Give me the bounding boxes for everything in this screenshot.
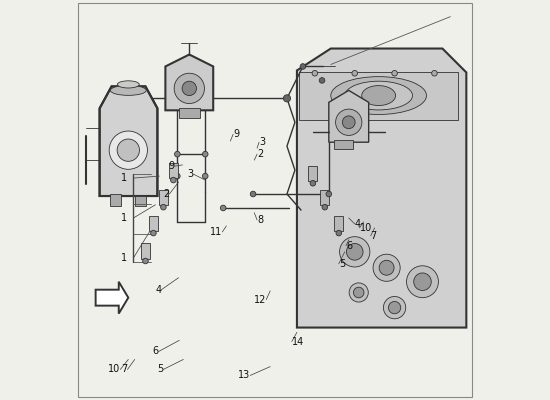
Bar — [321, 190, 329, 205]
Circle shape — [174, 73, 205, 104]
Text: 10: 10 — [108, 364, 120, 374]
Circle shape — [202, 151, 208, 157]
Circle shape — [161, 204, 166, 210]
Text: 11: 11 — [210, 227, 222, 237]
Text: 5: 5 — [339, 259, 345, 269]
Text: 1: 1 — [122, 213, 128, 223]
Circle shape — [342, 116, 355, 129]
Circle shape — [142, 258, 149, 264]
Text: 2: 2 — [257, 149, 263, 159]
Bar — [135, 196, 146, 206]
Ellipse shape — [345, 81, 412, 110]
Circle shape — [151, 230, 156, 236]
Text: 10: 10 — [360, 223, 372, 233]
Circle shape — [250, 191, 256, 197]
Circle shape — [354, 287, 364, 298]
Circle shape — [406, 266, 438, 298]
Bar — [309, 166, 317, 181]
Circle shape — [339, 237, 370, 267]
Polygon shape — [329, 90, 368, 142]
Circle shape — [414, 273, 431, 290]
Ellipse shape — [331, 77, 426, 114]
Circle shape — [432, 70, 437, 76]
Circle shape — [300, 64, 306, 69]
Polygon shape — [96, 282, 128, 314]
Circle shape — [109, 131, 147, 169]
Circle shape — [336, 109, 362, 136]
Circle shape — [336, 230, 342, 236]
Bar — [299, 72, 458, 120]
Ellipse shape — [362, 86, 395, 106]
Circle shape — [221, 205, 226, 211]
Text: 4: 4 — [355, 219, 361, 229]
Bar — [141, 244, 150, 258]
Polygon shape — [100, 86, 157, 196]
Circle shape — [373, 254, 400, 281]
Circle shape — [182, 81, 196, 96]
Text: 3: 3 — [187, 169, 193, 179]
Circle shape — [312, 70, 318, 76]
Text: 6: 6 — [152, 346, 158, 356]
Bar — [334, 216, 343, 231]
Circle shape — [117, 139, 140, 161]
Text: 9: 9 — [168, 161, 174, 171]
Polygon shape — [297, 48, 466, 328]
Text: 13: 13 — [238, 370, 250, 380]
Text: 6: 6 — [346, 241, 352, 251]
Circle shape — [379, 260, 394, 275]
Text: 2: 2 — [163, 189, 169, 199]
Text: 1: 1 — [122, 173, 128, 183]
Text: 8: 8 — [257, 215, 263, 225]
Circle shape — [322, 204, 328, 210]
Text: 14: 14 — [292, 336, 304, 346]
Bar — [334, 140, 353, 149]
Text: 1: 1 — [122, 253, 128, 263]
Circle shape — [346, 244, 363, 260]
Text: 9: 9 — [233, 129, 239, 139]
Polygon shape — [166, 54, 213, 110]
Bar — [179, 108, 200, 118]
Circle shape — [326, 191, 332, 197]
Text: 7: 7 — [121, 364, 128, 374]
Text: 7: 7 — [371, 231, 377, 241]
Circle shape — [283, 95, 290, 102]
Circle shape — [392, 70, 397, 76]
Circle shape — [383, 296, 406, 319]
Ellipse shape — [117, 81, 139, 88]
Text: 3: 3 — [259, 137, 265, 147]
Circle shape — [170, 177, 176, 183]
Circle shape — [174, 151, 180, 157]
Circle shape — [174, 173, 180, 179]
Bar — [159, 190, 168, 205]
Text: 5: 5 — [157, 364, 163, 374]
Ellipse shape — [111, 85, 146, 95]
Text: 4: 4 — [155, 285, 161, 295]
Bar — [169, 162, 178, 178]
Circle shape — [310, 180, 316, 186]
Bar — [109, 194, 121, 206]
Text: 12: 12 — [254, 295, 266, 305]
Bar — [149, 216, 158, 231]
Circle shape — [319, 78, 325, 83]
Circle shape — [388, 302, 401, 314]
Circle shape — [202, 173, 208, 179]
Circle shape — [349, 283, 368, 302]
Circle shape — [352, 70, 358, 76]
